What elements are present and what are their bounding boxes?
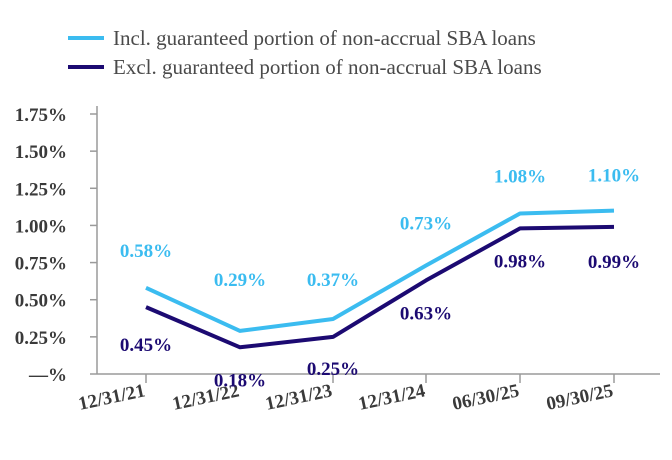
x-tick-label: 09/30/25 — [545, 380, 615, 415]
legend: Incl. guaranteed portion of non-accrual … — [68, 26, 542, 79]
x-tick-label: 12/31/23 — [264, 380, 334, 415]
x-tick-label: 12/31/21 — [77, 380, 147, 415]
y-tick-label: 1.75% — [15, 105, 67, 126]
data-label-incl: 0.29% — [214, 270, 266, 291]
data-label-excl: 0.25% — [307, 359, 359, 380]
x-tick-label: 12/31/24 — [357, 380, 428, 415]
data-label-incl: 1.10% — [588, 166, 640, 187]
y-tick-label: 1.50% — [15, 142, 67, 163]
data-label-excl: 0.63% — [400, 303, 452, 324]
x-tick-label: 06/30/25 — [451, 380, 521, 415]
data-label-excl: 0.18% — [214, 370, 266, 391]
series-line-excl — [145, 224, 615, 350]
y-tick-label: 1.25% — [15, 179, 67, 200]
data-label-excl: 0.99% — [588, 252, 640, 273]
legend-label-incl: Incl. guaranteed portion of non-accrual … — [113, 26, 536, 50]
y-tick-label: 0.75% — [15, 254, 67, 275]
data-label-incl: 0.58% — [120, 241, 172, 262]
legend-label-excl: Excl. guaranteed portion of non-accrual … — [113, 55, 542, 79]
data-label-excl: 0.45% — [120, 335, 172, 356]
y-tick-label: —% — [28, 365, 67, 386]
data-labels: 0.58% 0.29% 0.37% 0.73% 1.08% 1.10% 0.45% 0.18%… — [120, 166, 640, 392]
data-label-excl: 0.98% — [494, 251, 546, 272]
series-lines — [145, 208, 615, 350]
y-axis: —% 0.25% 0.50% 0.75% 1.00% 1.25% 1.50% 1.75% — [15, 105, 98, 386]
data-label-incl: 0.37% — [307, 270, 359, 291]
y-tick-label: 0.50% — [15, 291, 67, 312]
x-axis: 12/31/21 12/31/22 12/31/23 12/31/24 06/30/25… — [77, 373, 660, 415]
data-label-incl: 1.08% — [494, 167, 546, 188]
y-tick-label: 0.25% — [15, 328, 67, 349]
data-label-incl: 0.73% — [400, 214, 452, 235]
series-line-incl — [145, 208, 615, 333]
y-tick-label: 1.00% — [15, 216, 67, 237]
